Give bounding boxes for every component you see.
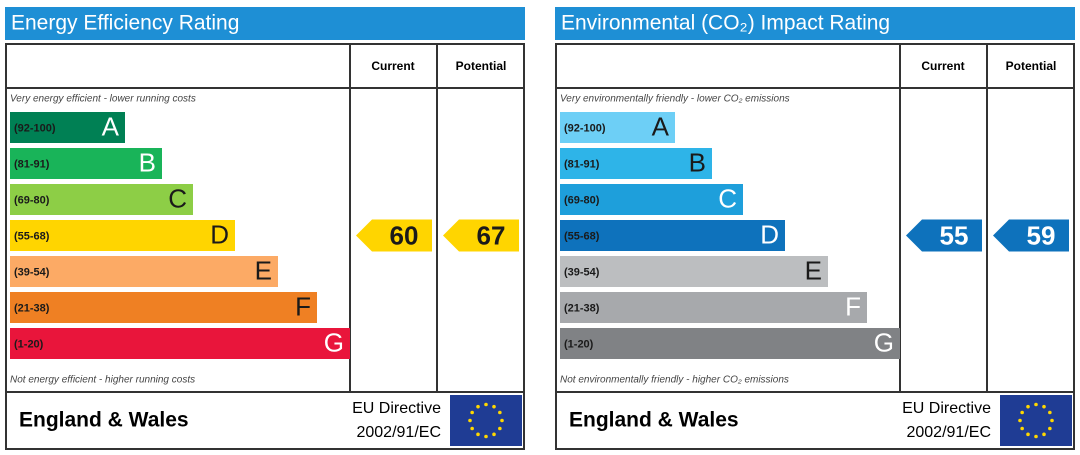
rating-arrow xyxy=(356,219,432,252)
flag-star xyxy=(1042,432,1046,437)
directive: EU Directive xyxy=(902,400,991,417)
flag-star xyxy=(1020,410,1024,415)
flag-star xyxy=(1020,426,1024,431)
rating-arrow xyxy=(906,219,982,252)
flag-star xyxy=(492,404,496,409)
flag-star xyxy=(1026,404,1030,409)
flag-star xyxy=(500,418,504,423)
panel-title: Environmental (CO₂) Impact Rating xyxy=(561,12,890,35)
rating-band xyxy=(10,328,350,359)
band-letter: F xyxy=(845,291,861,321)
flag-star xyxy=(498,426,502,431)
band-range: (55-68) xyxy=(14,230,50,242)
band-letter: E xyxy=(255,255,272,285)
frame xyxy=(5,43,525,450)
band-range: (92-100) xyxy=(564,122,606,134)
band-range: (21-38) xyxy=(14,302,50,314)
rating-panel: Environmental (CO₂) Impact Rating Current… xyxy=(555,7,1075,450)
flag-star xyxy=(1026,432,1030,437)
eu-flag xyxy=(1000,395,1072,446)
bottom-note: Not environmentally friendly - higher CO… xyxy=(560,375,789,386)
rating-value: 67 xyxy=(477,220,506,250)
directive: 2002/91/EC xyxy=(356,424,441,441)
flag-star xyxy=(470,426,474,431)
rating-arrow xyxy=(993,219,1069,252)
band-letter: D xyxy=(760,219,779,249)
rating-band xyxy=(10,112,125,143)
flag-star xyxy=(484,434,488,439)
band-range: (1-20) xyxy=(564,338,594,350)
rating-band xyxy=(560,292,867,323)
rating-band xyxy=(560,148,712,179)
band-letter: A xyxy=(652,111,670,141)
band-range: (55-68) xyxy=(564,230,600,242)
flag-star xyxy=(1034,434,1038,439)
flag-star xyxy=(1018,418,1022,423)
rating-band xyxy=(560,256,828,287)
title-bar xyxy=(5,7,525,40)
band-range: (69-80) xyxy=(14,194,50,206)
rating-band xyxy=(560,112,675,143)
flag-star xyxy=(470,410,474,415)
flag-star xyxy=(1048,426,1052,431)
band-range: (1-20) xyxy=(14,338,44,350)
band-letter: C xyxy=(168,183,187,213)
band-range: (69-80) xyxy=(564,194,600,206)
rating-value: 60 xyxy=(390,220,419,250)
band-letter: B xyxy=(689,147,706,177)
top-note: Very energy efficient - lower running co… xyxy=(10,94,196,105)
band-letter: B xyxy=(139,147,156,177)
band-letter: A xyxy=(102,111,120,141)
rating-band xyxy=(10,256,278,287)
flag-star xyxy=(1034,402,1038,407)
flag-star xyxy=(484,402,488,407)
band-range: (81-91) xyxy=(14,158,50,170)
column-header: Potential xyxy=(1006,59,1057,73)
rating-band xyxy=(10,220,235,251)
band-letter: E xyxy=(805,255,822,285)
band-letter: D xyxy=(210,219,229,249)
rating-band xyxy=(560,220,785,251)
directive: 2002/91/EC xyxy=(906,424,991,441)
rating-band xyxy=(10,184,193,215)
rating-band xyxy=(560,328,900,359)
flag-star xyxy=(476,404,480,409)
rating-band xyxy=(10,292,317,323)
band-range: (39-54) xyxy=(14,266,50,278)
column-header: Potential xyxy=(456,59,507,73)
eu-flag xyxy=(450,395,522,446)
frame xyxy=(555,43,1075,450)
band-range: (92-100) xyxy=(14,122,56,134)
flag-star xyxy=(1050,418,1054,423)
title-bar xyxy=(555,7,1075,40)
band-letter: G xyxy=(324,327,344,357)
flag-star xyxy=(468,418,472,423)
flag-star xyxy=(492,432,496,437)
column-header: Current xyxy=(371,59,414,73)
band-letter: F xyxy=(295,291,311,321)
band-letter: G xyxy=(874,327,894,357)
flag-star xyxy=(1042,404,1046,409)
band-letter: C xyxy=(718,183,737,213)
bottom-note: Not energy efficient - higher running co… xyxy=(10,375,195,386)
rating-band xyxy=(10,148,162,179)
flag-star xyxy=(476,432,480,437)
region: England & Wales xyxy=(569,409,739,432)
region: England & Wales xyxy=(19,409,189,432)
flag-star xyxy=(498,410,502,415)
band-range: (81-91) xyxy=(564,158,600,170)
column-header: Current xyxy=(921,59,964,73)
flag-star xyxy=(1048,410,1052,415)
band-range: (39-54) xyxy=(564,266,600,278)
directive: EU Directive xyxy=(352,400,441,417)
rating-arrow xyxy=(443,219,519,252)
band-range: (21-38) xyxy=(564,302,600,314)
top-note: Very environmentally friendly - lower CO… xyxy=(560,94,790,105)
rating-panel: Energy Efficiency Rating Current Potential… xyxy=(5,7,525,450)
panel-title: Energy Efficiency Rating xyxy=(11,12,239,35)
rating-value: 55 xyxy=(940,220,969,250)
rating-band xyxy=(560,184,743,215)
rating-value: 59 xyxy=(1027,220,1056,250)
